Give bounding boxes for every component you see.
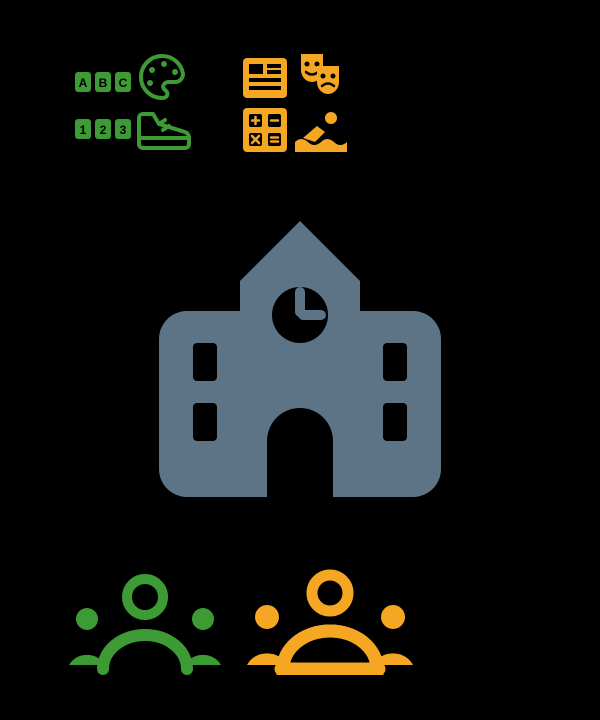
news-tile-icon [243, 58, 287, 98]
swimmer-icon [295, 108, 347, 152]
svg-text:2: 2 [100, 123, 107, 137]
svg-text:1: 1 [80, 123, 87, 137]
school-building-icon [155, 215, 445, 505]
school-infographic: { "colors": { "green": "#3d9b35", "orang… [0, 0, 600, 720]
svg-text:A: A [79, 76, 88, 90]
group-green-icon [65, 565, 225, 675]
svg-text:C: C [119, 76, 128, 90]
palette-icon [135, 50, 189, 104]
svg-text:B: B [99, 76, 108, 90]
abc-blocks-icon: A B C [75, 68, 133, 96]
drama-masks-icon [293, 52, 345, 100]
svg-text:3: 3 [120, 123, 127, 137]
calculator-tile-icon [243, 108, 287, 152]
sneaker-icon [135, 108, 193, 152]
group-orange-icon [245, 565, 415, 675]
one-two-three-blocks-icon: 1 2 3 [75, 115, 133, 143]
